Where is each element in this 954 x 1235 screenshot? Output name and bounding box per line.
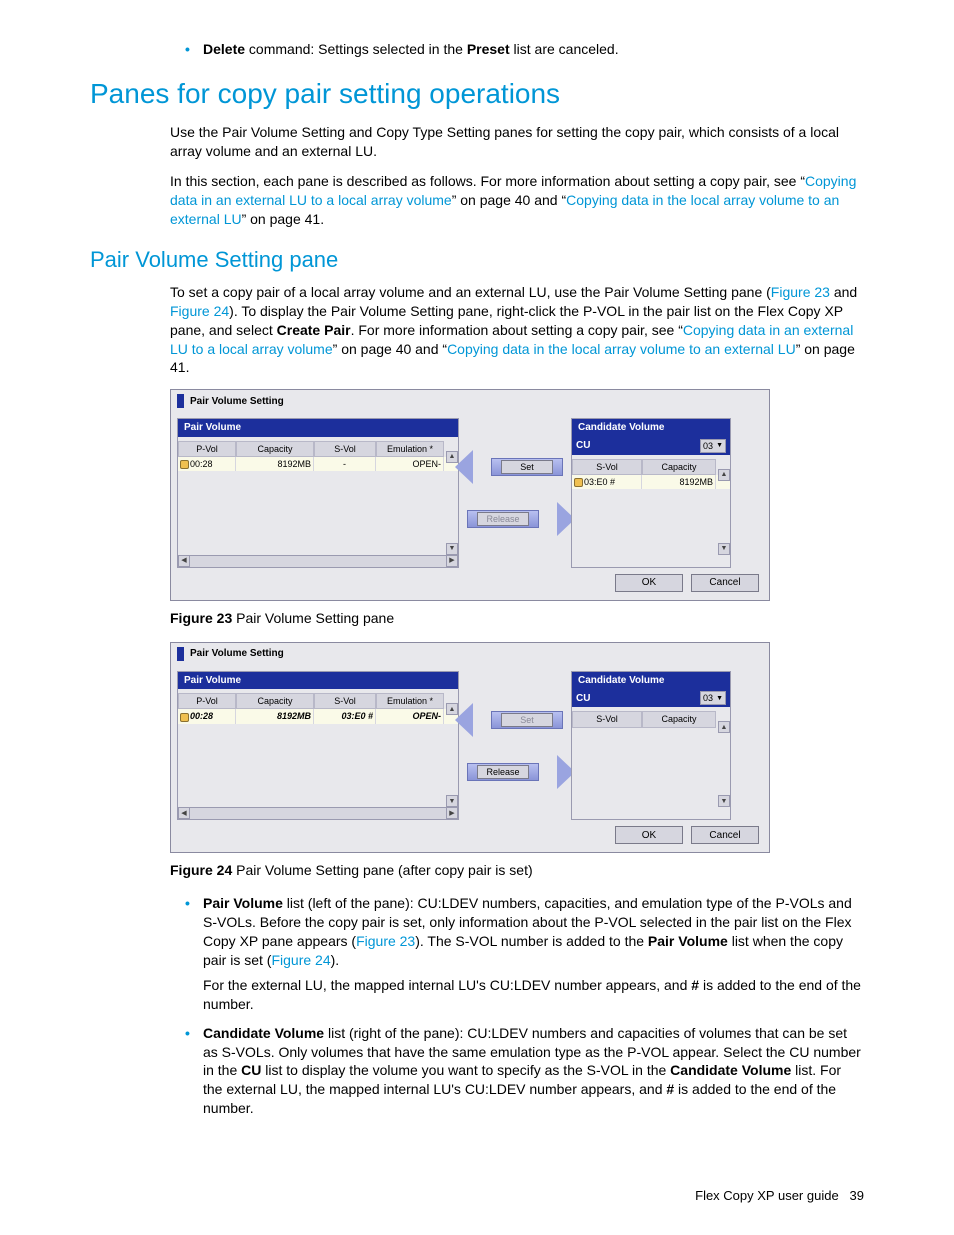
pane-title-icon	[177, 394, 184, 408]
intro-para-1: Use the Pair Volume Setting and Copy Typ…	[170, 123, 864, 161]
figure-23-caption: Figure 23 Pair Volume Setting pane	[170, 609, 864, 628]
transfer-buttons: Set Release	[459, 418, 571, 568]
set-arrow: Set	[467, 703, 563, 737]
table-row[interactable]: 00:28 8192MB 03:E0 # OPEN-	[178, 709, 458, 723]
description-list: Pair Volume list (left of the pane): CU:…	[185, 894, 864, 1118]
h-scrollbar[interactable]	[178, 807, 458, 819]
col-pvol[interactable]: P-Vol	[178, 441, 236, 457]
scroll-down-icon[interactable]: ▼	[446, 795, 458, 807]
subsection-heading: Pair Volume Setting pane	[90, 245, 864, 275]
table-row[interactable]: 03:E0 # 8192MB	[572, 475, 730, 489]
section-heading: Panes for copy pair setting operations	[90, 75, 864, 113]
candidate-volume-panel: Candidate Volume CU 03▼ S-Vol Capacity ▲…	[571, 671, 731, 821]
scroll-left-icon[interactable]: ◀	[178, 807, 190, 819]
pane-title-row: Pair Volume Setting	[171, 643, 769, 665]
scroll-down-icon[interactable]: ▼	[446, 543, 458, 555]
col-svol-l[interactable]: S-Vol	[314, 693, 376, 709]
link-copy-local-to-ext-2[interactable]: Copying data in the local array volume t…	[447, 341, 796, 357]
scroll-up-icon[interactable]: ▲	[718, 469, 730, 481]
chevron-down-icon: ▼	[716, 694, 723, 703]
link-figure-23-a[interactable]: Figure 23	[771, 284, 830, 300]
delete-bold: Delete	[203, 41, 245, 57]
col-capacity-r[interactable]: Capacity	[642, 711, 716, 727]
scroll-down-icon[interactable]: ▼	[718, 543, 730, 555]
h-scrollbar[interactable]	[178, 555, 458, 567]
col-capacity-l[interactable]: Capacity	[236, 441, 314, 457]
release-button[interactable]: Release	[477, 765, 529, 779]
transfer-buttons: Set Release	[459, 671, 571, 821]
figure-24-pane: Pair Volume Setting Pair Volume P-Vol Ca…	[170, 642, 770, 854]
link-figure-24-a[interactable]: Figure 24	[170, 303, 229, 319]
col-emulation[interactable]: Emulation *	[376, 441, 444, 457]
scroll-right-icon[interactable]: ▶	[446, 555, 458, 567]
cu-select[interactable]: 03▼	[700, 691, 726, 705]
volume-icon	[180, 713, 189, 722]
link-figure-23-b[interactable]: Figure 23	[356, 933, 415, 949]
col-svol-r[interactable]: S-Vol	[572, 711, 642, 727]
col-pvol[interactable]: P-Vol	[178, 693, 236, 709]
col-svol-r[interactable]: S-Vol	[572, 459, 642, 475]
release-arrow[interactable]: Release	[467, 755, 563, 789]
release-arrow: Release	[467, 502, 563, 536]
ok-button[interactable]: OK	[615, 574, 683, 592]
page-footer: Flex Copy XP user guide 39	[695, 1187, 864, 1205]
volume-icon	[180, 460, 189, 469]
chevron-down-icon: ▼	[716, 441, 723, 450]
scroll-right-icon[interactable]: ▶	[446, 807, 458, 819]
set-button: Set	[501, 713, 553, 727]
candidate-volume-bullet: Candidate Volume list (right of the pane…	[185, 1024, 864, 1118]
cancel-button[interactable]: Cancel	[691, 574, 759, 592]
scroll-up-icon[interactable]: ▲	[718, 721, 730, 733]
pane-title-icon	[177, 647, 184, 661]
cancel-button[interactable]: Cancel	[691, 826, 759, 844]
figure-23-pane: Pair Volume Setting Pair Volume P-Vol Ca…	[170, 389, 770, 601]
cu-label: CU	[576, 439, 700, 453]
cu-label: CU	[576, 692, 700, 706]
candidate-volume-header: Candidate Volume	[572, 419, 730, 437]
pair-volume-header: Pair Volume	[178, 419, 458, 437]
pair-volume-panel: Pair Volume P-Vol Capacity S-Vol Emulati…	[177, 671, 459, 821]
scroll-left-icon[interactable]: ◀	[178, 555, 190, 567]
volume-icon	[574, 478, 583, 487]
pane-title-row: Pair Volume Setting	[171, 390, 769, 412]
delete-bullet: Delete command: Settings selected in the…	[185, 40, 864, 59]
intro-para-2: In this section, each pane is described …	[170, 172, 864, 229]
col-capacity-l[interactable]: Capacity	[236, 693, 314, 709]
pane-title: Pair Volume Setting	[190, 395, 284, 409]
scroll-down-icon[interactable]: ▼	[718, 795, 730, 807]
delete-bullet-list: Delete command: Settings selected in the…	[185, 40, 864, 59]
set-button[interactable]: Set	[501, 460, 553, 474]
pane-title: Pair Volume Setting	[190, 647, 284, 661]
cu-select[interactable]: 03▼	[700, 439, 726, 453]
pair-volume-header: Pair Volume	[178, 672, 458, 690]
release-button: Release	[477, 512, 529, 526]
col-emulation[interactable]: Emulation *	[376, 693, 444, 709]
col-capacity-r[interactable]: Capacity	[642, 459, 716, 475]
pair-volume-bullet: Pair Volume list (left of the pane): CU:…	[185, 894, 864, 1013]
col-svol-l[interactable]: S-Vol	[314, 441, 376, 457]
pvs-para: To set a copy pair of a local array volu…	[170, 283, 864, 377]
set-arrow[interactable]: Set	[467, 450, 563, 484]
candidate-volume-header: Candidate Volume	[572, 672, 730, 690]
figure-24-caption: Figure 24 Pair Volume Setting pane (afte…	[170, 861, 864, 880]
pair-volume-panel: Pair Volume P-Vol Capacity S-Vol Emulati…	[177, 418, 459, 568]
candidate-volume-panel: Candidate Volume CU 03▼ S-Vol Capacity 0…	[571, 418, 731, 568]
link-figure-24-b[interactable]: Figure 24	[271, 952, 330, 968]
ok-button[interactable]: OK	[615, 826, 683, 844]
table-row[interactable]: 00:28 8192MB - OPEN-	[178, 457, 458, 471]
